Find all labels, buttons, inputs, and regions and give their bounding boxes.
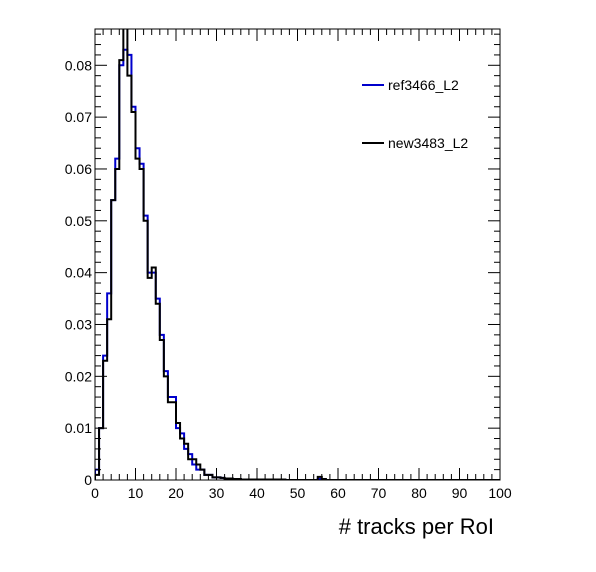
x-tick-label: 40 [249, 485, 265, 501]
x-tick-label: 70 [371, 485, 387, 501]
x-tick-label: 50 [290, 485, 306, 501]
x-tick-label: 90 [452, 485, 468, 501]
x-tick-label: 80 [411, 485, 427, 501]
y-tick-label: 0.06 [65, 161, 92, 177]
x-axis-title: # tracks per RoI [339, 514, 494, 539]
x-tick-label: 20 [168, 485, 184, 501]
x-axis: 0 10 20 30 40 50 60 70 80 90 100 [91, 29, 512, 501]
x-tick-label: 100 [488, 485, 512, 501]
legend: ref3466_L2 new3483_L2 [362, 77, 468, 151]
legend-label-new3483: new3483_L2 [388, 135, 468, 151]
y-tick-label: 0.07 [65, 109, 92, 125]
y-tick-label: 0.02 [65, 368, 92, 384]
y-tick-label: 0 [84, 472, 92, 488]
y-tick-label: 0.01 [65, 420, 92, 436]
y-axis: 0 0.01 0.02 0.03 0.04 0.05 0.06 0.07 0.08 [65, 33, 500, 488]
x-tick-label: 0 [91, 485, 99, 501]
y-tick-label: 0.05 [65, 213, 92, 229]
series-layer [95, 29, 500, 480]
x-tick-label: 60 [330, 485, 346, 501]
y-tick-label: 0.03 [65, 316, 92, 332]
y-tick-label: 0.08 [65, 57, 92, 73]
x-tick-label: 30 [209, 485, 225, 501]
y-tick-label: 0.04 [65, 265, 92, 281]
legend-label-ref3466: ref3466_L2 [388, 77, 459, 93]
x-tick-label: 10 [128, 485, 144, 501]
series-line-1 [95, 29, 500, 480]
